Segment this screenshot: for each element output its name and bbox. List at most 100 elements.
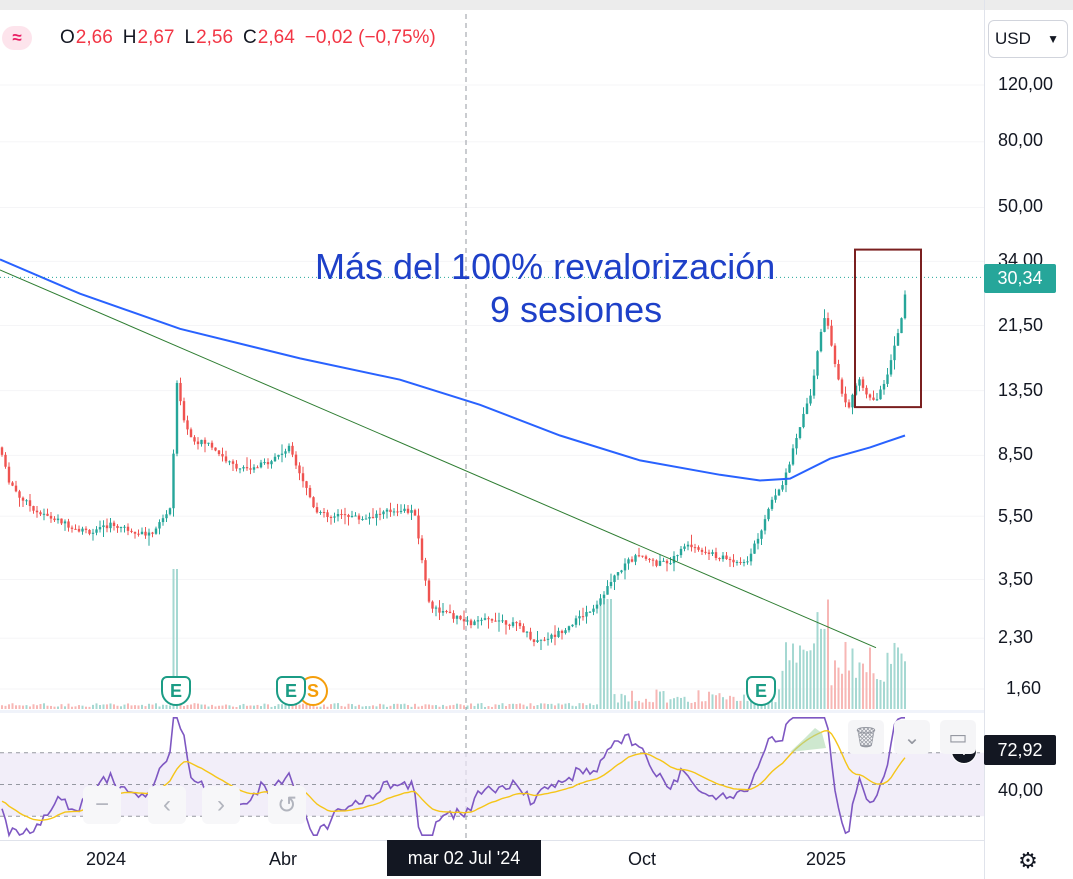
candle [417, 515, 420, 539]
candle [819, 331, 823, 352]
earnings-badge[interactable]: E [161, 676, 191, 706]
volume-bar [417, 706, 420, 709]
candle [651, 559, 655, 561]
moving-average-line [0, 258, 906, 482]
candle [676, 555, 679, 557]
candle [378, 513, 382, 515]
candle [329, 516, 333, 518]
candle [602, 594, 606, 599]
candle [683, 546, 686, 549]
volume-bar [32, 704, 35, 709]
earnings-badge[interactable]: E [746, 676, 776, 706]
volume-bar [368, 706, 371, 709]
candle [263, 462, 266, 464]
candle [403, 508, 406, 511]
candle [480, 619, 483, 621]
candle [732, 559, 735, 563]
volume-bar [883, 681, 885, 709]
candle [319, 511, 322, 513]
chevron-left-icon[interactable]: ‹ [148, 786, 186, 824]
volume-bar [407, 705, 409, 709]
volume-bar [372, 705, 374, 709]
trash-icon[interactable]: 🗑 [848, 720, 884, 754]
candle [4, 454, 7, 467]
symbol-logo[interactable]: ≈ [2, 26, 32, 50]
reset-icon[interactable]: ↺ [268, 786, 306, 824]
volume-bar [501, 703, 504, 709]
candle [399, 510, 403, 512]
volume-bar [130, 705, 133, 709]
highlight-box[interactable] [854, 248, 922, 409]
candle [536, 640, 539, 642]
volume-bar [627, 701, 630, 709]
split-badge[interactable]: S [298, 676, 328, 706]
candle [53, 518, 56, 521]
volume-bar [99, 705, 101, 709]
volume-bar [225, 704, 227, 709]
candle [756, 538, 760, 544]
volume-bar [515, 704, 518, 709]
annotation-line-2[interactable]: 9 sesiones [490, 289, 663, 330]
volume-bar [221, 705, 224, 709]
candle [487, 618, 490, 620]
candle [420, 538, 424, 561]
volume-bar [522, 704, 525, 709]
chevron-right-icon[interactable]: › [202, 786, 240, 824]
volume-bar [487, 706, 490, 709]
settings-icon[interactable]: ⚙ [1018, 848, 1038, 873]
candle [721, 555, 725, 560]
volume-bar [239, 705, 241, 709]
candle [459, 615, 462, 620]
candle [476, 620, 480, 622]
candle [424, 560, 427, 581]
candle [308, 487, 312, 498]
candle [823, 318, 826, 332]
volume-bar [295, 703, 297, 709]
volume-bar [655, 689, 658, 709]
minus-icon[interactable]: − [83, 786, 121, 824]
volume-bar [596, 704, 598, 709]
candle [109, 522, 112, 529]
volume-bar [445, 706, 448, 709]
candle [508, 624, 511, 626]
candle [504, 620, 508, 625]
candle [361, 519, 364, 521]
volume-bar [92, 704, 94, 709]
currency-select[interactable]: USD ▼ [988, 20, 1068, 58]
trendline[interactable] [0, 269, 877, 649]
volume-bar [396, 703, 399, 709]
collapse-icon[interactable]: ⌄ [894, 720, 930, 754]
candle [172, 453, 175, 509]
volume-bar [536, 705, 539, 709]
candle [812, 375, 816, 396]
volume-bar [211, 704, 213, 709]
volume-bar [218, 705, 220, 709]
volume-bar [351, 704, 353, 709]
volume-bar [312, 705, 315, 709]
volume-bar [442, 704, 444, 709]
earnings-badge[interactable]: E [276, 676, 306, 706]
candle [35, 510, 39, 513]
volume-bar [774, 702, 777, 709]
crosshair-time-label: mar 02 Jul '24 [387, 840, 541, 876]
candle [42, 513, 46, 515]
volume-bar [673, 698, 675, 709]
candle [648, 558, 651, 560]
volume-bar [137, 705, 140, 709]
candle [371, 516, 375, 518]
candle [613, 575, 616, 583]
candle [350, 515, 354, 517]
volume-bar [414, 703, 416, 709]
volume-bar [806, 651, 808, 709]
candle [221, 454, 224, 457]
candle [179, 382, 182, 402]
candle [560, 630, 564, 634]
more-icon[interactable]: ▭ [940, 720, 976, 754]
pane-divider[interactable] [0, 710, 984, 713]
annotation-line-1[interactable]: Más del 100% revalorización [315, 246, 776, 287]
volume-bar [585, 705, 588, 709]
volume-bar [281, 704, 283, 709]
volume-bar [879, 679, 882, 709]
candle [833, 345, 837, 365]
